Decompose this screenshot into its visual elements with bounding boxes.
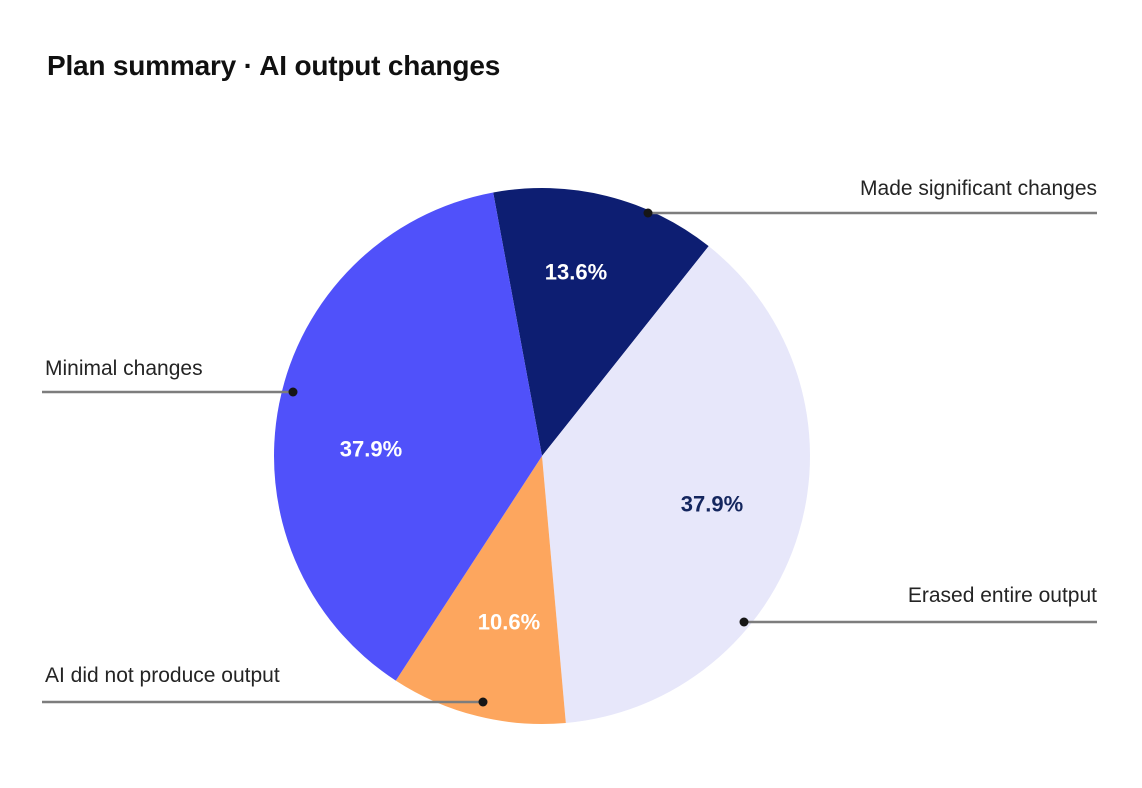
callout-dot-made-significant-changes — [643, 208, 653, 218]
callout-lines-group — [42, 211, 1097, 704]
callout-dot-erased-entire-output — [739, 617, 749, 627]
pie-value-label-ai-did-not-produce-output: 10.6% — [478, 610, 540, 635]
pie-value-label-erased-entire-output: 37.9% — [681, 492, 743, 517]
pie-value-label-minimal-changes: 37.9% — [340, 437, 402, 462]
slice-callout-label-ai-did-not-produce-output: AI did not produce output — [45, 664, 280, 687]
pie-slice-made-significant-changes — [493, 188, 709, 456]
pie-slice-erased-entire-output — [542, 246, 811, 723]
chart-title: Plan summary · AI output changes — [47, 50, 501, 81]
pie-slices-group — [273, 188, 811, 725]
callout-dot-minimal-changes — [288, 387, 298, 397]
slice-callout-label-minimal-changes: Minimal changes — [45, 357, 203, 380]
pie-slice-minimal-changes — [273, 192, 542, 681]
callout-dots-group — [288, 208, 749, 707]
pie-value-label-made-significant-changes: 13.6% — [545, 260, 607, 285]
slice-callout-label-erased-entire-output: Erased entire output — [907, 584, 1097, 607]
pie-value-labels-group: 13.6% 37.9% 10.6% 37.9% — [340, 260, 743, 635]
slice-callout-label-made-significant-changes: Made significant changes — [860, 177, 1097, 200]
pie-slice-ai-did-not-produce-output — [395, 456, 566, 725]
callout-dot-ai-did-not-produce-output — [478, 697, 488, 707]
